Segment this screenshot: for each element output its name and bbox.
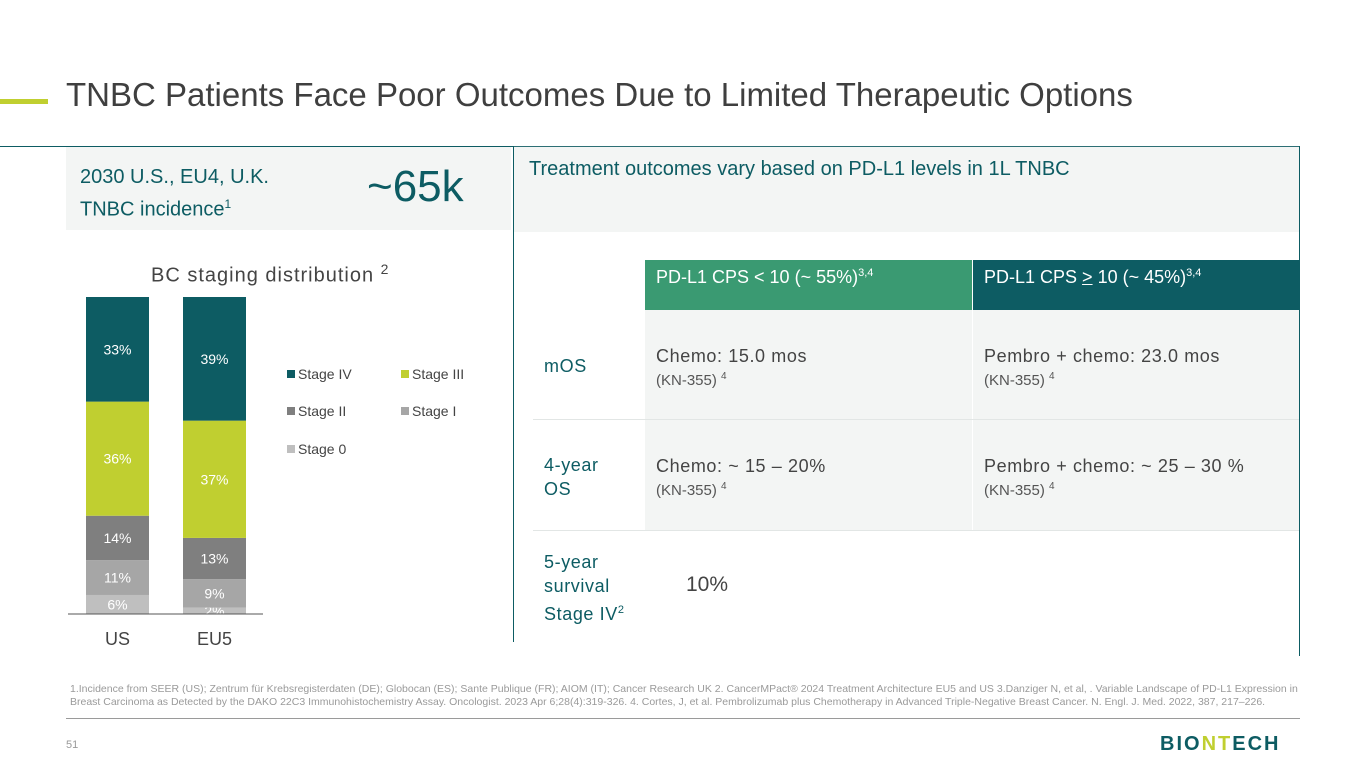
legend-label: Stage I — [412, 403, 456, 419]
x-tick-label: EU5 — [197, 629, 232, 649]
row-label-line: survival — [544, 576, 610, 596]
footnote-ref: 1 — [224, 197, 232, 211]
bar-segment — [183, 607, 246, 614]
data-label: 14% — [103, 530, 131, 546]
legend-label: Stage 0 — [298, 441, 346, 457]
cell-sub: (KN-355) 4 — [984, 481, 1299, 499]
divider — [0, 146, 513, 147]
row-label-line: OS — [544, 479, 572, 499]
legend-swatch — [287, 370, 295, 378]
cell-main: Pembro + chemo: 23.0 mos — [984, 346, 1221, 366]
title-accent-bar — [0, 99, 48, 104]
footnote-ref: 2 — [380, 261, 390, 277]
incidence-label-line1: 2030 U.S., EU4, U.K. — [80, 166, 269, 188]
incidence-label-line2: TNBC incidence — [80, 198, 225, 221]
bar-segment — [86, 560, 149, 595]
row-label-4-year-os: 4-year OS — [544, 453, 599, 501]
cell-sub-text: (KN-355) — [984, 482, 1050, 499]
table-cell: Pembro + chemo: ~ 25 – 30 % (KN-355) 4 — [973, 420, 1299, 530]
data-label: 39% — [200, 351, 228, 367]
col2-header: PD-L1 CPS > 10 (~ 45%)3,4 — [973, 260, 1299, 310]
five-year-survival-value: 10% — [686, 573, 729, 596]
legend-swatch — [401, 370, 409, 378]
col1-header: PD-L1 CPS < 10 (~ 55%)3,4 — [645, 260, 972, 310]
data-label: 6% — [107, 596, 127, 612]
bar-segment — [86, 515, 149, 561]
logo-text: ECH — [1232, 733, 1281, 755]
cell-sub: (KN-355) 4 — [656, 371, 972, 389]
bar-segment — [183, 420, 246, 538]
divider — [1299, 146, 1300, 656]
biontech-logo: BIONTECH — [1160, 733, 1280, 756]
bar-segment — [183, 297, 246, 421]
legend-swatch — [287, 407, 295, 415]
bar-segment — [183, 579, 246, 608]
footnote-ref: 4 — [721, 371, 727, 382]
incidence-box — [66, 147, 511, 230]
footnote-ref: 3,4 — [858, 267, 874, 279]
legend-label: Stage II — [298, 403, 346, 419]
footnote-ref: 4 — [1049, 481, 1055, 492]
cell-sub: (KN-355) 4 — [656, 481, 972, 499]
footnote-ref: 2 — [617, 604, 625, 616]
footnote-ref: 4 — [1049, 371, 1055, 382]
col1-header-text: PD-L1 CPS < 10 (~ 55%) — [656, 267, 859, 287]
outcomes-header-box — [514, 147, 1299, 232]
cell-sub-text: (KN-355) — [984, 372, 1050, 389]
table-cell: Pembro + chemo: 23.0 mos (KN-355) 4 — [973, 310, 1299, 419]
bar-segment — [86, 401, 149, 516]
row-label-line: 4-year — [544, 455, 599, 475]
logo-text-accent: NT — [1201, 733, 1233, 755]
col2-header-text-end: 10 (~ 45%) — [1092, 267, 1187, 287]
legend-swatch — [287, 445, 295, 453]
page-number: 51 — [66, 739, 79, 751]
chart-title: BC staging distribution 2 — [151, 261, 389, 288]
footer-divider — [66, 718, 1300, 719]
cell-sub: (KN-355) 4 — [984, 371, 1299, 389]
data-label: 13% — [200, 551, 228, 567]
legend-swatch — [401, 407, 409, 415]
footnotes: 1.Incidence from SEER (US); Zentrum für … — [70, 683, 1298, 708]
bar-segment — [183, 537, 246, 580]
cell-main: Chemo: ~ 15 – 20% — [656, 456, 826, 476]
incidence-value: ~65k — [367, 162, 464, 211]
table-cell: Chemo: ~ 15 – 20% (KN-355) 4 — [645, 420, 972, 530]
bar-segment — [86, 297, 149, 402]
data-label: 36% — [103, 451, 131, 467]
chart-title-text: BC staging distribution — [151, 264, 375, 287]
incidence-label: 2030 U.S., EU4, U.K. TNBC incidence1 — [80, 164, 269, 224]
cell-sub-text: (KN-355) — [656, 372, 722, 389]
row-label-5-year-survival: 5-year survival Stage IV2 — [544, 550, 625, 626]
row-divider — [533, 530, 1299, 531]
x-tick-label: US — [105, 629, 130, 649]
legend-label: Stage III — [412, 366, 464, 382]
row-label-line: Stage IV — [544, 604, 618, 624]
page-title: TNBC Patients Face Poor Outcomes Due to … — [66, 76, 1133, 113]
cell-sub-text: (KN-355) — [656, 482, 722, 499]
data-label: 37% — [200, 471, 228, 487]
row-divider — [533, 419, 1299, 420]
row-label-line: 5-year — [544, 552, 599, 572]
divider — [513, 146, 1300, 147]
cell-main: Pembro + chemo: ~ 25 – 30 % — [984, 456, 1245, 476]
outcomes-heading: Treatment outcomes vary based on PD-L1 l… — [529, 158, 1070, 180]
cell-main: Chemo: 15.0 mos — [656, 346, 808, 366]
data-label: 33% — [103, 341, 131, 357]
logo-text: BIO — [1160, 733, 1202, 755]
col2-header-symbol: > — [1082, 267, 1093, 287]
bar-segment — [86, 594, 149, 614]
divider — [513, 146, 514, 642]
row-label-mos: mOS — [544, 356, 587, 376]
footnote-ref: 4 — [721, 481, 727, 492]
table-cell: Chemo: 15.0 mos (KN-355) 4 — [645, 310, 972, 419]
data-label: 9% — [204, 585, 224, 601]
col2-header-text: PD-L1 CPS — [984, 267, 1083, 287]
footnote-ref: 3,4 — [1186, 267, 1202, 279]
legend-label: Stage IV — [298, 366, 352, 382]
data-label: 11% — [104, 570, 131, 586]
